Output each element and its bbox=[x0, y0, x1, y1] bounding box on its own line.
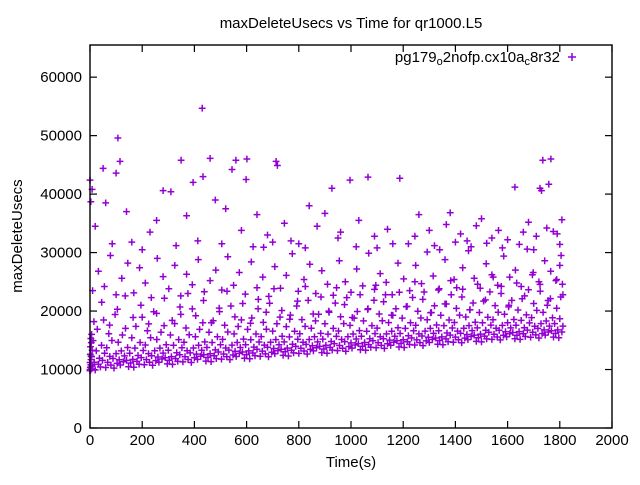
x-tick-label: 1800 bbox=[543, 432, 576, 449]
legend-label: pg179o2nofp.cx10ac8r32 bbox=[395, 49, 560, 68]
x-tick-label: 2000 bbox=[595, 432, 628, 449]
x-axis-label: Time(s) bbox=[326, 454, 376, 471]
legend-marker-plus bbox=[568, 53, 576, 61]
x-tick-label: 200 bbox=[130, 432, 155, 449]
plot-border bbox=[89, 44, 613, 429]
y-tick-label: 60000 bbox=[40, 69, 82, 86]
x-tick-label: 600 bbox=[234, 432, 259, 449]
legend-label-text: pg179 bbox=[395, 49, 437, 66]
legend-label-text: 2nofp.cx10a bbox=[443, 49, 525, 66]
x-tick-label: 1400 bbox=[439, 432, 472, 449]
y-tick-label: 0 bbox=[74, 420, 82, 437]
x-tick-label: 1200 bbox=[387, 432, 420, 449]
legend: pg179o2nofp.cx10ac8r32 bbox=[395, 49, 576, 68]
y-tick-label: 20000 bbox=[40, 303, 82, 320]
x-tick-label: 1000 bbox=[334, 432, 367, 449]
y-tick-label: 10000 bbox=[40, 362, 82, 379]
axis-ticks: 0 200 400 600 800 1000 1200 1400 1600 1800 2000010… bbox=[40, 45, 629, 449]
x-tick-label: 0 bbox=[86, 432, 94, 449]
x-tick-label: 1600 bbox=[491, 432, 524, 449]
chart-title: maxDeleteUsecs vs Time for qr1000.L5 bbox=[220, 15, 483, 32]
x-tick-label: 400 bbox=[182, 432, 207, 449]
legend-label-subscript: c bbox=[524, 56, 530, 68]
x-tick-label: 800 bbox=[286, 432, 311, 449]
y-tick-label: 50000 bbox=[40, 128, 82, 145]
legend-label-subscript: o bbox=[437, 56, 443, 68]
y-axis-label: maxDeleteUsecs bbox=[9, 179, 26, 292]
y-tick-label: 40000 bbox=[40, 186, 82, 203]
legend-label-text: 8r32 bbox=[530, 49, 560, 66]
y-tick-label: 30000 bbox=[40, 245, 82, 262]
